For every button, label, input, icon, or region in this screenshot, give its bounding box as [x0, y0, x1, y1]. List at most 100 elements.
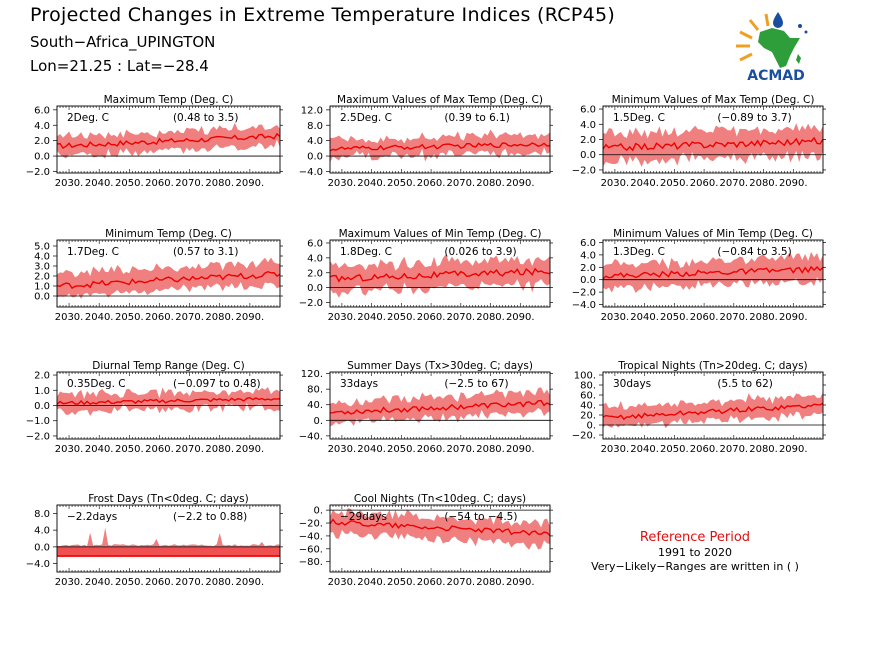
x-tick-label: 2030.	[328, 577, 357, 588]
figure-header: Projected Changes in Extreme Temperature…	[0, 0, 879, 90]
y-tick-label: 4.0	[580, 120, 596, 131]
mean-line	[603, 265, 823, 280]
range-label: (−2.5 to 67)	[444, 378, 508, 390]
x-tick-label: 2050.	[660, 178, 689, 189]
y-tick-label: 0.0	[307, 152, 323, 163]
x-tick-label: 2090.	[506, 577, 535, 588]
reference-period: 1991 to 2020	[657, 546, 733, 559]
y-tick-label: 6.0	[580, 238, 596, 249]
x-tick-label: 2050.	[387, 178, 416, 189]
x-tick-label: 2090.	[236, 577, 265, 588]
x-tick-label: 2080.	[476, 312, 505, 323]
x-tick-label: 2050.	[115, 444, 144, 455]
y-tick-label: 8.0	[34, 509, 50, 520]
range-label: (0.026 to 3.9)	[444, 246, 516, 258]
x-tick-label: 2080.	[205, 312, 234, 323]
y-tick-label: 40.	[307, 400, 323, 411]
mean-line	[57, 396, 280, 406]
chart-panel-2: Maximum Values of Max Temp (Deg. C) 2030.…	[299, 94, 553, 189]
y-tick-label: 0.0	[34, 152, 50, 163]
x-tick-label: 2090.	[506, 444, 535, 455]
x-tick-label: 2070.	[719, 178, 748, 189]
x-tick-label: 2030.	[328, 312, 357, 323]
x-tick-label: 2080.	[476, 577, 505, 588]
x-tick-label: 2030.	[55, 444, 84, 455]
x-tick-label: 2090.	[506, 312, 535, 323]
reference-title: Reference Period	[639, 530, 751, 545]
chart-panel-9: Tropical Nights (Tn>20deg. C; days) 2030.…	[572, 360, 826, 455]
y-tick-label: −2.0	[26, 431, 50, 442]
x-tick-label: 2060.	[417, 178, 446, 189]
chart-title: Tropical Nights (Tn>20deg. C; days)	[617, 360, 807, 372]
mean-line	[57, 132, 280, 150]
x-tick-label: 2070.	[446, 577, 475, 588]
y-tick-label: 0.0	[34, 401, 50, 412]
y-tick-label: −2.0	[572, 165, 596, 176]
change-label: 1.7Deg. C	[67, 246, 119, 258]
x-tick-label: 2070.	[446, 312, 475, 323]
y-tick-label: 4.0	[34, 121, 50, 132]
x-tick-label: 2040.	[85, 577, 114, 588]
chart-title: Maximum Values of Max Temp (Deg. C)	[337, 94, 543, 106]
chart-title: Diurnal Temp Range (Deg. C)	[92, 360, 244, 372]
y-tick-label: 0.0	[580, 150, 596, 161]
x-tick-label: 2040.	[630, 178, 659, 189]
y-tick-label: 0.0	[580, 275, 596, 286]
mean-line	[330, 518, 550, 537]
y-tick-label: −2.0	[299, 298, 323, 309]
range-band	[330, 387, 550, 427]
reference-note: Very−Likely−Ranges are written in ( )	[591, 560, 799, 573]
range-band	[57, 527, 280, 547]
range-label: (−0.097 to 0.48)	[173, 378, 261, 390]
x-tick-label: 2040.	[357, 312, 386, 323]
y-tick-label: −4.0	[26, 559, 50, 570]
y-tick-label: 80.	[580, 381, 596, 392]
x-tick-label: 2070.	[175, 178, 204, 189]
x-tick-label: 2050.	[115, 178, 144, 189]
y-tick-label: −2.0	[572, 288, 596, 299]
y-tick-label: 2.0	[580, 135, 596, 146]
x-tick-label: 2060.	[690, 444, 719, 455]
y-tick-label: −40.	[299, 431, 323, 442]
y-tick-label: 60.	[580, 391, 596, 402]
y-tick-label: 2.0	[580, 263, 596, 274]
water-drop-icon	[773, 12, 783, 28]
reference-panel: Reference Period 1991 to 2020 Very−Likel…	[570, 530, 820, 573]
change-label: 0.35Deg. C	[67, 378, 126, 390]
y-tick-label: 1.0	[34, 386, 50, 397]
y-tick-label: −4.0	[299, 167, 323, 178]
range-label: (−54 to −4.5)	[444, 511, 517, 523]
y-tick-label: −60.	[299, 544, 323, 555]
africa-map-icon	[758, 28, 801, 68]
x-tick-label: 2070.	[446, 178, 475, 189]
x-tick-label: 2030.	[55, 312, 84, 323]
x-tick-label: 2040.	[85, 312, 114, 323]
x-tick-label: 2050.	[115, 312, 144, 323]
x-tick-label: 2040.	[357, 577, 386, 588]
y-tick-label: −20.	[299, 519, 323, 530]
y-tick-label: −40.	[299, 531, 323, 542]
x-tick-label: 2050.	[660, 444, 689, 455]
x-tick-label: 2050.	[115, 577, 144, 588]
y-tick-label: 6.0	[34, 105, 50, 116]
chart-panel-4: Minimum Temp (Deg. C) 2030. 2040. 2050. 2060…	[34, 228, 283, 323]
x-tick-label: 2050.	[387, 577, 416, 588]
y-tick-label: 20.	[580, 411, 596, 422]
change-label: 30days	[613, 378, 651, 390]
range-label: (−2.2 to 0.88)	[173, 511, 247, 523]
chart-title: Summer Days (Tx>30deg. C; days)	[347, 360, 533, 372]
range-label: (0.39 to 6.1)	[444, 112, 510, 124]
x-tick-label: 2040.	[85, 444, 114, 455]
range-band	[603, 392, 823, 429]
range-band	[330, 254, 550, 298]
mean-line	[330, 399, 550, 415]
y-tick-label: 12.0	[301, 105, 323, 116]
x-tick-label: 2090.	[236, 312, 265, 323]
change-label: −2.2days	[67, 511, 117, 523]
y-tick-label: −4.0	[572, 300, 596, 311]
y-tick-label: 2.0	[34, 371, 50, 382]
x-tick-label: 2030.	[328, 444, 357, 455]
x-tick-label: 2050.	[660, 312, 689, 323]
chart-panel-11: Cool Nights (Tn<10deg. C; days) 2030. 2040…	[299, 493, 553, 588]
x-tick-label: 2090.	[779, 444, 808, 455]
